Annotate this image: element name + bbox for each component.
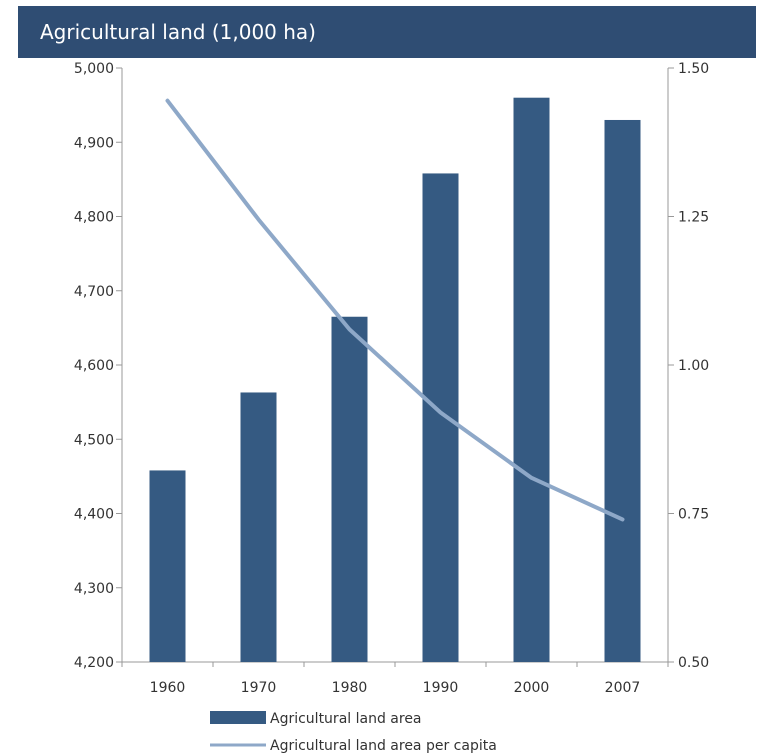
right-tick-label: 0.75 bbox=[678, 507, 709, 523]
legend-swatch-bar bbox=[210, 711, 266, 724]
x-tick-label: 2007 bbox=[605, 680, 641, 696]
bar-1960 bbox=[149, 470, 186, 662]
left-tick-label: 4,700 bbox=[74, 284, 114, 300]
x-tick-label: 1980 bbox=[332, 680, 368, 696]
x-tick-label: 1990 bbox=[423, 680, 459, 696]
left-tick-label: 4,500 bbox=[74, 432, 114, 448]
right-tick-label: 1.50 bbox=[678, 61, 709, 77]
bar-1990 bbox=[422, 173, 459, 662]
x-tick-label: 1970 bbox=[241, 680, 277, 696]
bar-1970 bbox=[240, 392, 277, 662]
right-tick-label: 1.25 bbox=[678, 210, 709, 226]
left-tick-label: 4,800 bbox=[74, 210, 114, 226]
left-tick-label: 4,600 bbox=[74, 358, 114, 374]
x-tick-label: 2000 bbox=[514, 680, 550, 696]
left-tick-label: 4,400 bbox=[74, 507, 114, 523]
right-tick-label: 0.50 bbox=[678, 655, 709, 671]
legend-label-bar: Agricultural land area bbox=[270, 711, 422, 727]
right-tick-label: 1.00 bbox=[678, 358, 709, 374]
x-tick-label: 1960 bbox=[150, 680, 186, 696]
left-tick-label: 4,900 bbox=[74, 135, 114, 151]
legend-label-line: Agricultural land area per capita bbox=[270, 738, 497, 754]
left-tick-label: 4,300 bbox=[74, 581, 114, 597]
chart-title: Agricultural land (1,000 ha) bbox=[18, 6, 756, 58]
bar-2007 bbox=[604, 119, 641, 663]
bar-2000 bbox=[513, 97, 550, 662]
bar-1980 bbox=[331, 316, 368, 662]
line-per-capita bbox=[165, 98, 625, 522]
left-tick-label: 4,200 bbox=[74, 655, 114, 671]
left-tick-label: 5,000 bbox=[74, 61, 114, 77]
